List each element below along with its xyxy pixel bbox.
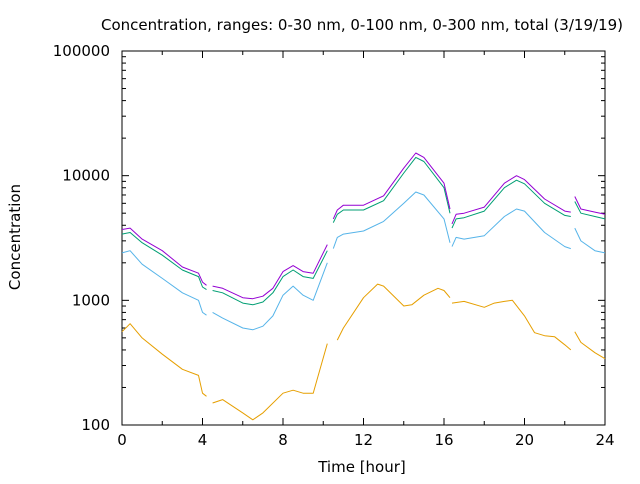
- y-axis-label: Concentration: [6, 184, 24, 290]
- y-tick-label: 100: [81, 416, 110, 434]
- series-2-segment-2: [332, 156, 451, 223]
- x-tick-label: 24: [595, 431, 614, 449]
- series-0-segment-4: [574, 331, 606, 360]
- chart-title: Concentration, ranges: 0-30 nm, 0-100 nm…: [101, 16, 623, 34]
- series-2-segment-3: [451, 179, 571, 229]
- series-1-segment-4: [574, 227, 606, 254]
- series-0-segment-0: [121, 323, 207, 397]
- x-tick-label: 12: [354, 431, 373, 449]
- x-tick-label: 8: [278, 431, 288, 449]
- series-2-segment-4: [574, 201, 606, 220]
- series-0-segment-2: [336, 283, 451, 341]
- plot-frame: [121, 50, 606, 426]
- x-tick-label: 4: [198, 431, 208, 449]
- series-3-segment-1: [212, 244, 328, 300]
- series-2-segment-0: [121, 232, 207, 291]
- x-axis-label: Time [hour]: [317, 458, 406, 476]
- x-tick-label: 20: [515, 431, 534, 449]
- y-tick-label: 10000: [62, 167, 110, 185]
- x-tick-label: 0: [117, 431, 127, 449]
- series-1-segment-2: [332, 191, 451, 249]
- series-2-segment-1: [212, 250, 328, 306]
- y-tick-label: 1000: [72, 291, 110, 309]
- series-1-segment-3: [451, 208, 571, 250]
- series-3-segment-4: [574, 196, 606, 215]
- series-0-segment-3: [451, 299, 572, 351]
- series-3-segment-2: [332, 152, 451, 220]
- series-3-segment-0: [121, 227, 207, 286]
- x-tick-label: 16: [434, 431, 453, 449]
- series-1-segment-1: [212, 262, 328, 331]
- series-1-segment-0: [121, 250, 207, 316]
- series-0-segment-1: [212, 343, 328, 421]
- series-3-segment-3: [451, 175, 571, 225]
- plot-area: 0 4 8 12 16 20 24 100 1000 10000 100000: [53, 42, 615, 449]
- y-tick-label: 100000: [53, 42, 110, 60]
